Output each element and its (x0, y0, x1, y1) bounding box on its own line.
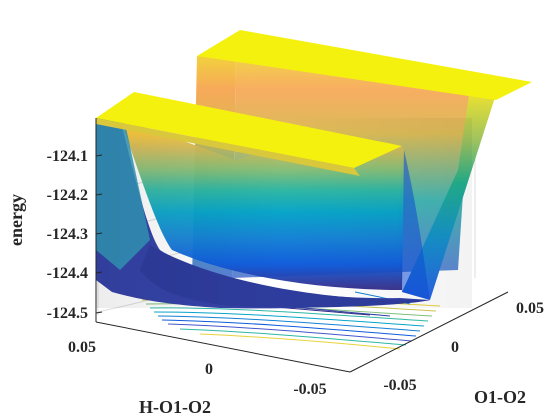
y-tick-label: 0 (451, 339, 459, 356)
z-tick-label: -124.3 (47, 226, 88, 243)
z-tick-label: -124.2 (47, 187, 88, 204)
y-axis-label: O1-O2 (474, 387, 526, 407)
x-tick-label: -0.05 (293, 381, 326, 398)
y-tick-label: 0.05 (516, 300, 544, 317)
x-tick-label: 0 (205, 361, 213, 378)
axes (95, 118, 509, 373)
back-plateau-top (197, 30, 532, 100)
z-tick-label: -124.5 (47, 305, 88, 322)
z-tick-label: -124.4 (47, 265, 88, 282)
z-axis-label: energy (6, 194, 26, 246)
floor-contours (137, 291, 441, 350)
front-plateau-edge (96, 118, 360, 176)
y-tick-label: -0.05 (383, 377, 416, 394)
x-axis-label: H-O1-O2 (139, 397, 211, 417)
front-left-wall (96, 118, 150, 270)
front-plateau-top (96, 92, 402, 168)
z-tick-marks (95, 154, 103, 314)
z-tick-label: -124.1 (47, 148, 88, 165)
x-tick-label: 0.05 (68, 339, 96, 356)
